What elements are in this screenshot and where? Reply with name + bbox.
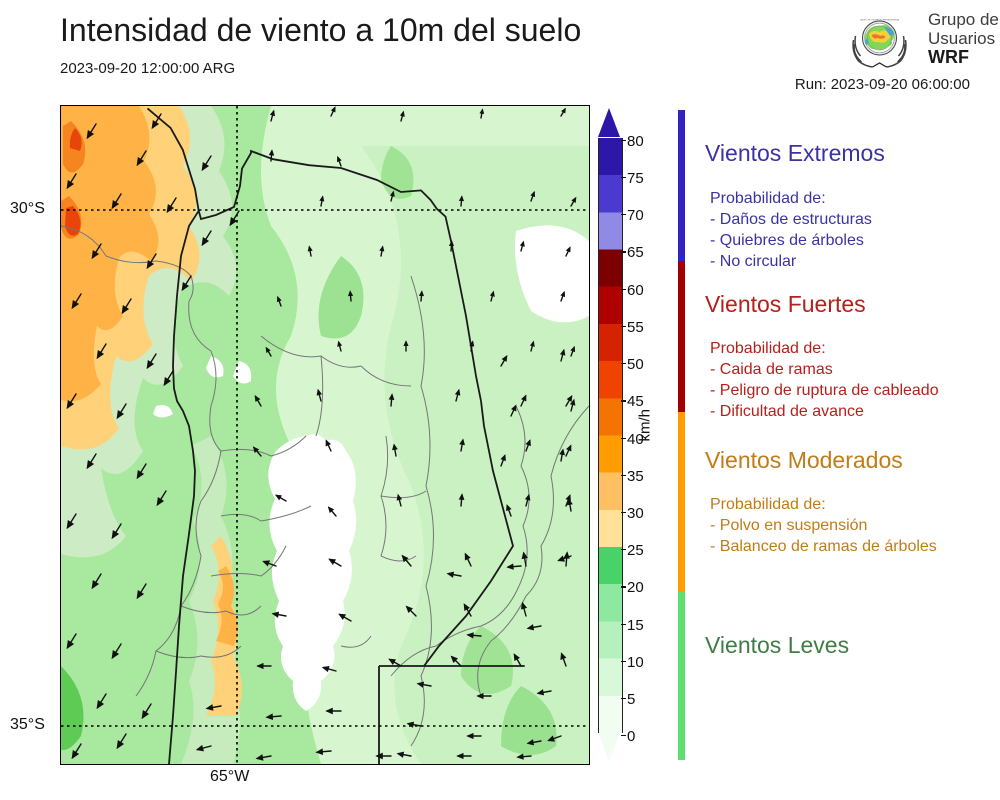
svg-text:GRUPO DE USUARIOS WRF ARGENTIN: GRUPO DE USUARIOS WRF ARGENTINA xyxy=(860,19,900,22)
